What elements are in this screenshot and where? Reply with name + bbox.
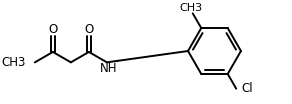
- Text: CH3: CH3: [179, 3, 202, 13]
- Text: O: O: [84, 23, 93, 36]
- Text: NH: NH: [100, 62, 118, 75]
- Text: O: O: [48, 23, 58, 36]
- Text: Cl: Cl: [242, 82, 253, 95]
- Text: CH3: CH3: [1, 56, 25, 69]
